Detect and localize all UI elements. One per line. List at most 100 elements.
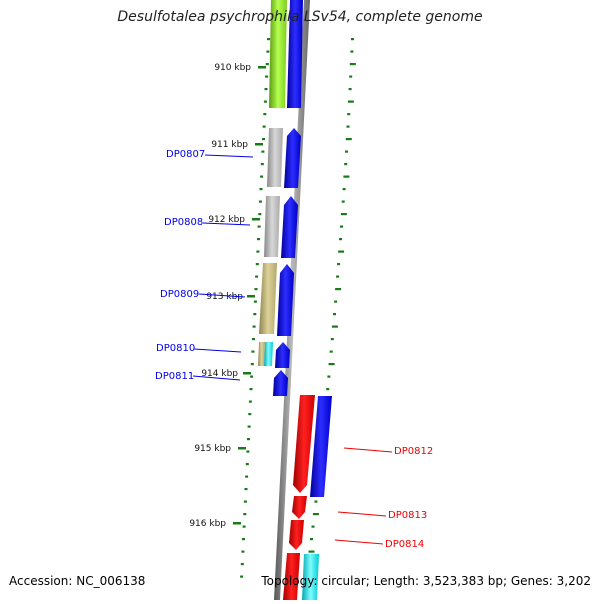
- tick-dot: [258, 200, 262, 203]
- gene-blue-dp0807[interactable]: [284, 128, 301, 188]
- gene-blue-dp0808[interactable]: [281, 196, 298, 258]
- tick-dot: [240, 575, 244, 578]
- callout-dp0814: [334, 539, 384, 545]
- tick-dot: [347, 113, 351, 116]
- tick-dot: [256, 250, 260, 253]
- gene-label-dp0808[interactable]: DP0808: [164, 217, 203, 228]
- gene-label-dp0810[interactable]: DP0810: [156, 343, 195, 354]
- gene-blue-right[interactable]: [310, 396, 332, 497]
- tick-dot: [243, 513, 247, 516]
- tick-dot: [250, 363, 254, 366]
- tick-dot: [326, 388, 330, 391]
- tick-dot: [311, 525, 315, 528]
- tick-dot: [339, 238, 342, 241]
- tick-dot: [263, 113, 267, 116]
- tick-mark-914: [243, 372, 251, 375]
- tick-dot: [310, 538, 313, 541]
- gene-label-dp0813[interactable]: DP0813: [388, 510, 427, 521]
- tick-dot: [255, 275, 259, 278]
- tick-mark-910: [258, 66, 266, 69]
- tick-dot: [253, 300, 257, 303]
- tick-dot: [259, 188, 263, 191]
- gene-blue-dp0809[interactable]: [277, 264, 294, 336]
- tick-dot: [350, 50, 354, 53]
- tick-dot: [334, 300, 338, 303]
- tick-dot: [247, 425, 251, 428]
- feature-gray-dp0807[interactable]: [267, 128, 283, 187]
- callout-dp0809: [198, 293, 246, 298]
- tick-dot: [265, 75, 269, 78]
- tick-mark-911: [255, 143, 263, 146]
- tick-dot: [243, 500, 247, 503]
- forward-strand-genes: [273, 0, 303, 396]
- tick-dot: [340, 213, 347, 216]
- gene-label-dp0814[interactable]: DP0814: [385, 539, 424, 550]
- feature-khaki-dp0809[interactable]: [259, 263, 277, 334]
- tick-dot: [347, 100, 354, 103]
- tick-dot: [346, 125, 350, 128]
- gene-red-dp0812[interactable]: [293, 395, 315, 493]
- tick-dot: [336, 275, 340, 278]
- callout-dp0810: [193, 348, 242, 353]
- tick-dot: [345, 138, 352, 141]
- tick-dot: [342, 188, 346, 191]
- tick-dot: [244, 488, 248, 491]
- tick-label-913: 913 kbp: [206, 292, 243, 302]
- gene-red-dp0814[interactable]: [289, 520, 304, 550]
- callout-dp0807: [204, 154, 254, 158]
- gene-cyan-bottom[interactable]: [302, 554, 319, 600]
- gene-blue-dp0811[interactable]: [273, 370, 288, 396]
- tick-dot: [344, 163, 348, 166]
- tick-dot: [263, 100, 267, 103]
- tick-mark-915: [238, 447, 246, 450]
- gene-label-dp0812[interactable]: DP0812: [394, 446, 433, 457]
- tick-dot: [261, 150, 265, 153]
- tick-dot: [257, 225, 261, 228]
- tick-mark-913: [247, 295, 255, 298]
- gene-red-bottom[interactable]: [283, 553, 300, 600]
- tick-dot: [262, 125, 266, 128]
- gene-blue-top[interactable]: [287, 0, 303, 108]
- tick-label-915: 915 kbp: [194, 444, 231, 454]
- gene-red-dp0813[interactable]: [292, 496, 307, 519]
- tick-label-911: 911 kbp: [211, 140, 248, 150]
- tick-dot: [245, 463, 249, 466]
- kbp-labels: 910 kbp 911 kbp 912 kbp 913 kbp 914 kbp …: [189, 63, 251, 529]
- tick-dot: [328, 363, 335, 366]
- tick-dot: [338, 250, 345, 253]
- gene-label-dp0809[interactable]: DP0809: [160, 289, 199, 300]
- tick-dot: [255, 263, 259, 266]
- tick-dot: [333, 313, 336, 316]
- gene-blue-dp0810[interactable]: [275, 342, 290, 368]
- genome-info-label: Topology: circular; Length: 3,523,383 bp…: [261, 574, 591, 588]
- tick-dot: [312, 513, 319, 516]
- tick-dot: [250, 375, 254, 378]
- tick-dot: [340, 225, 343, 228]
- tick-dot: [308, 550, 315, 553]
- tick-dot: [341, 200, 345, 203]
- feature-green[interactable]: [269, 0, 287, 108]
- tick-dot: [262, 138, 265, 141]
- tick-dot: [240, 563, 244, 566]
- tick-dot: [246, 450, 250, 453]
- feature-khaki-dp0810[interactable]: [258, 342, 265, 366]
- tick-dot: [248, 413, 252, 416]
- feature-gray-dp0808[interactable]: [264, 196, 280, 257]
- gene-label-dp0811[interactable]: DP0811: [155, 371, 194, 382]
- tick-dot: [349, 63, 356, 66]
- tick-dot: [266, 50, 270, 53]
- tick-mark-912: [252, 218, 260, 221]
- tick-dot: [254, 288, 258, 291]
- gene-label-dp0807[interactable]: DP0807: [166, 149, 205, 160]
- callout-lines: [192, 154, 393, 545]
- tick-dot: [242, 538, 245, 541]
- tick-dot: [264, 88, 268, 91]
- tick-label-914: 914 kbp: [201, 369, 238, 379]
- tick-dot: [260, 175, 264, 178]
- feature-cyan-dp0810[interactable]: [264, 342, 273, 366]
- reverse-strand-genes: [283, 395, 332, 600]
- tick-dot: [260, 163, 264, 166]
- feature-track: [258, 0, 287, 366]
- tick-dot: [327, 375, 331, 378]
